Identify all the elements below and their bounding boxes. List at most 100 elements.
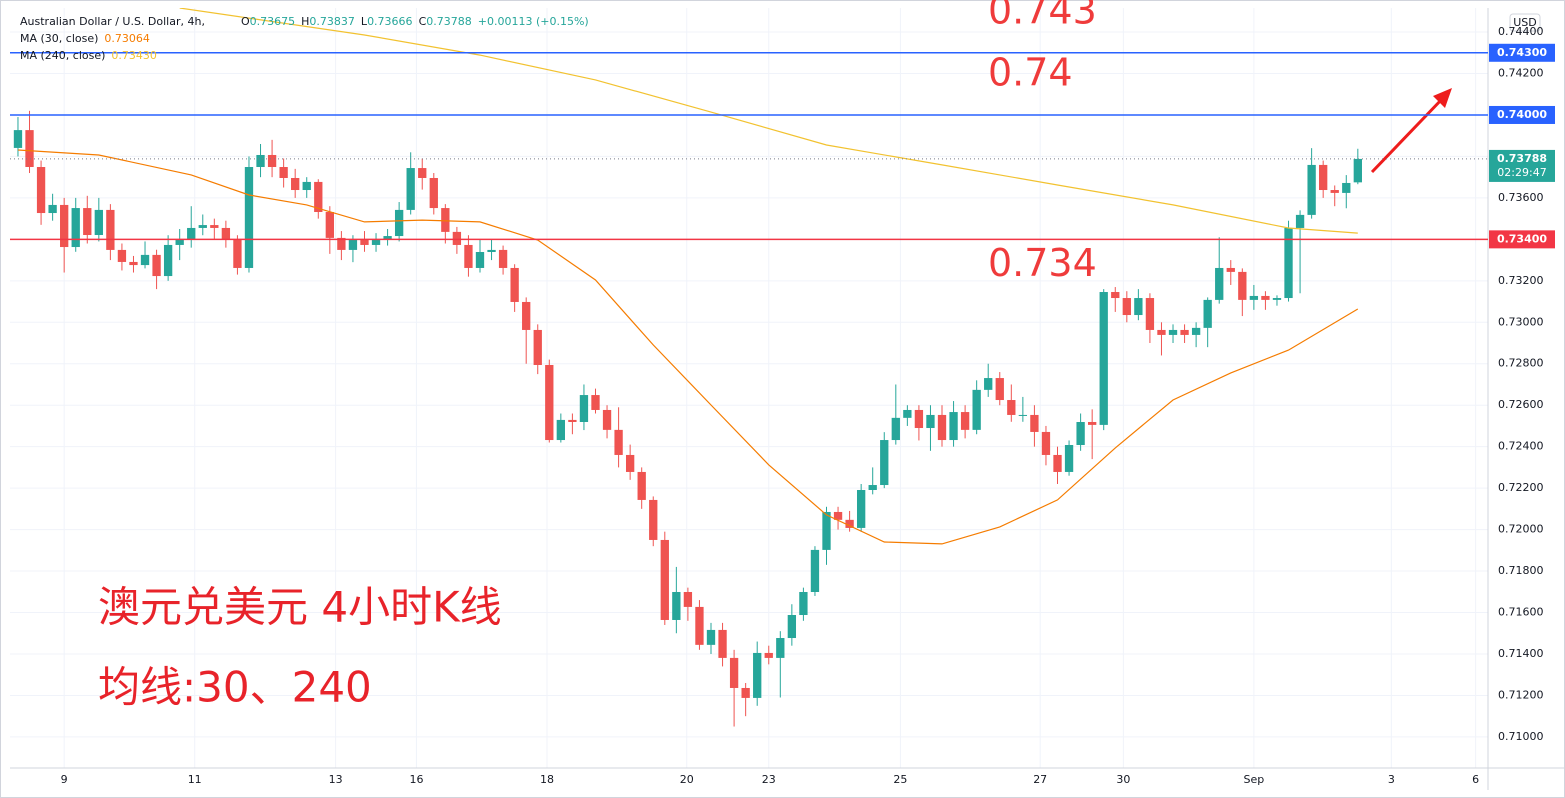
y-tick-label: 0.73200 xyxy=(1498,274,1544,287)
candle-body xyxy=(614,429,623,455)
x-tick-label: 23 xyxy=(762,773,776,786)
ohlc-label: L xyxy=(361,15,368,28)
candle-body xyxy=(1191,327,1201,335)
x-tick-label: 13 xyxy=(329,773,343,786)
candle-body xyxy=(1099,292,1108,425)
y-tick-label: 0.73600 xyxy=(1498,191,1544,204)
candle-body xyxy=(1076,421,1085,446)
ma-legend: MA (30, close) 0.73064 xyxy=(20,32,150,45)
candle-body xyxy=(325,211,334,238)
candle-body xyxy=(1018,414,1028,416)
current-price-label: 0.73788 xyxy=(1497,152,1547,165)
candle-body xyxy=(221,227,231,240)
candle-body xyxy=(822,511,831,550)
candle-body xyxy=(1134,298,1143,316)
candle-body xyxy=(187,227,196,240)
candle-body xyxy=(753,652,762,698)
candle-body xyxy=(1307,164,1316,215)
price-label: 0.74000 xyxy=(1497,108,1547,121)
arrow xyxy=(1370,96,1445,174)
candle-body xyxy=(1168,329,1178,335)
change: +0.00113 (+0.15%) xyxy=(478,15,589,28)
candle-body xyxy=(1064,445,1074,472)
candle-body xyxy=(1249,295,1259,300)
grid xyxy=(10,8,1488,768)
candle-body xyxy=(498,249,508,268)
x-tick-label: 20 xyxy=(680,773,694,786)
candle-body xyxy=(394,209,404,237)
candle-body xyxy=(1261,295,1270,300)
candle-body xyxy=(1053,454,1062,472)
price-annotation: 0.743 xyxy=(988,0,1097,32)
candle-body xyxy=(960,412,970,430)
ma-line xyxy=(17,149,1359,545)
candle-body xyxy=(683,591,693,607)
x-tick-label: 18 xyxy=(540,773,554,786)
candle-body xyxy=(1030,414,1039,432)
x-tick-label: 30 xyxy=(1116,773,1130,786)
x-tick-label: 25 xyxy=(893,773,907,786)
candle-body xyxy=(568,419,577,422)
candle-body xyxy=(810,549,820,592)
candle-body xyxy=(856,489,866,528)
candle-body xyxy=(868,485,877,490)
candle-body xyxy=(764,652,773,658)
candle-body xyxy=(233,239,242,268)
header: Australian Dollar / U.S. Dollar, 4h, O0.7… xyxy=(20,15,589,28)
candle-body xyxy=(13,130,23,148)
candle-body xyxy=(71,208,80,248)
x-tick-label: 9 xyxy=(61,773,68,786)
candle-body xyxy=(937,414,947,441)
candle-body xyxy=(984,378,993,390)
candle-body xyxy=(60,204,69,248)
candle-body xyxy=(371,239,381,245)
candle-body xyxy=(1319,164,1328,191)
x-tick-label: 3 xyxy=(1388,773,1395,786)
candle-body xyxy=(279,167,288,178)
candle-body xyxy=(1122,298,1131,316)
ma-legend-value: 0.73430 xyxy=(111,49,157,62)
candle-body xyxy=(1226,267,1235,272)
arrow-head xyxy=(1433,88,1452,108)
candle-body xyxy=(545,364,554,441)
ohlc-value: 0.73837 xyxy=(309,15,355,28)
candle-body xyxy=(995,378,1004,401)
ma-legend-name: MA (30, close) xyxy=(20,32,98,45)
candle-body xyxy=(510,267,519,302)
candle-body xyxy=(533,329,542,365)
annotation: 均线:30、240 xyxy=(98,663,372,712)
x-tick-label: 11 xyxy=(188,773,202,786)
candle-body xyxy=(1295,214,1305,228)
ma-legend-value: 0.73064 xyxy=(104,32,150,45)
candle-body xyxy=(1203,299,1212,328)
x-tick-label: 27 xyxy=(1033,773,1047,786)
ma-line xyxy=(179,8,1358,234)
candle-body xyxy=(429,177,438,209)
candle-body xyxy=(117,249,127,262)
candle-body xyxy=(106,209,115,250)
currency-box xyxy=(1509,13,1541,32)
candle-body xyxy=(418,168,427,178)
y-tick-label: 0.71800 xyxy=(1498,564,1544,577)
x-tick-label: 6 xyxy=(1472,773,1479,786)
candle-body xyxy=(880,440,889,486)
candle-body xyxy=(210,225,219,228)
candle-body xyxy=(787,615,797,639)
ma-legend-name: MA (240, close) xyxy=(20,49,105,62)
y-tick-label: 0.74400 xyxy=(1498,25,1544,38)
price-label-box xyxy=(1489,230,1555,249)
candle-body xyxy=(718,629,727,658)
y-tick-label: 0.71000 xyxy=(1498,730,1544,743)
candle-body xyxy=(556,419,566,441)
y-tick-label: 0.71200 xyxy=(1498,688,1544,701)
candle-body xyxy=(591,395,600,410)
candle-body xyxy=(337,237,346,250)
candle-body xyxy=(94,209,103,236)
y-tick-label: 0.71600 xyxy=(1498,606,1544,619)
candle-body xyxy=(175,239,184,245)
candle-body xyxy=(36,167,46,214)
candle-body xyxy=(291,177,300,191)
candle-body xyxy=(695,606,704,645)
